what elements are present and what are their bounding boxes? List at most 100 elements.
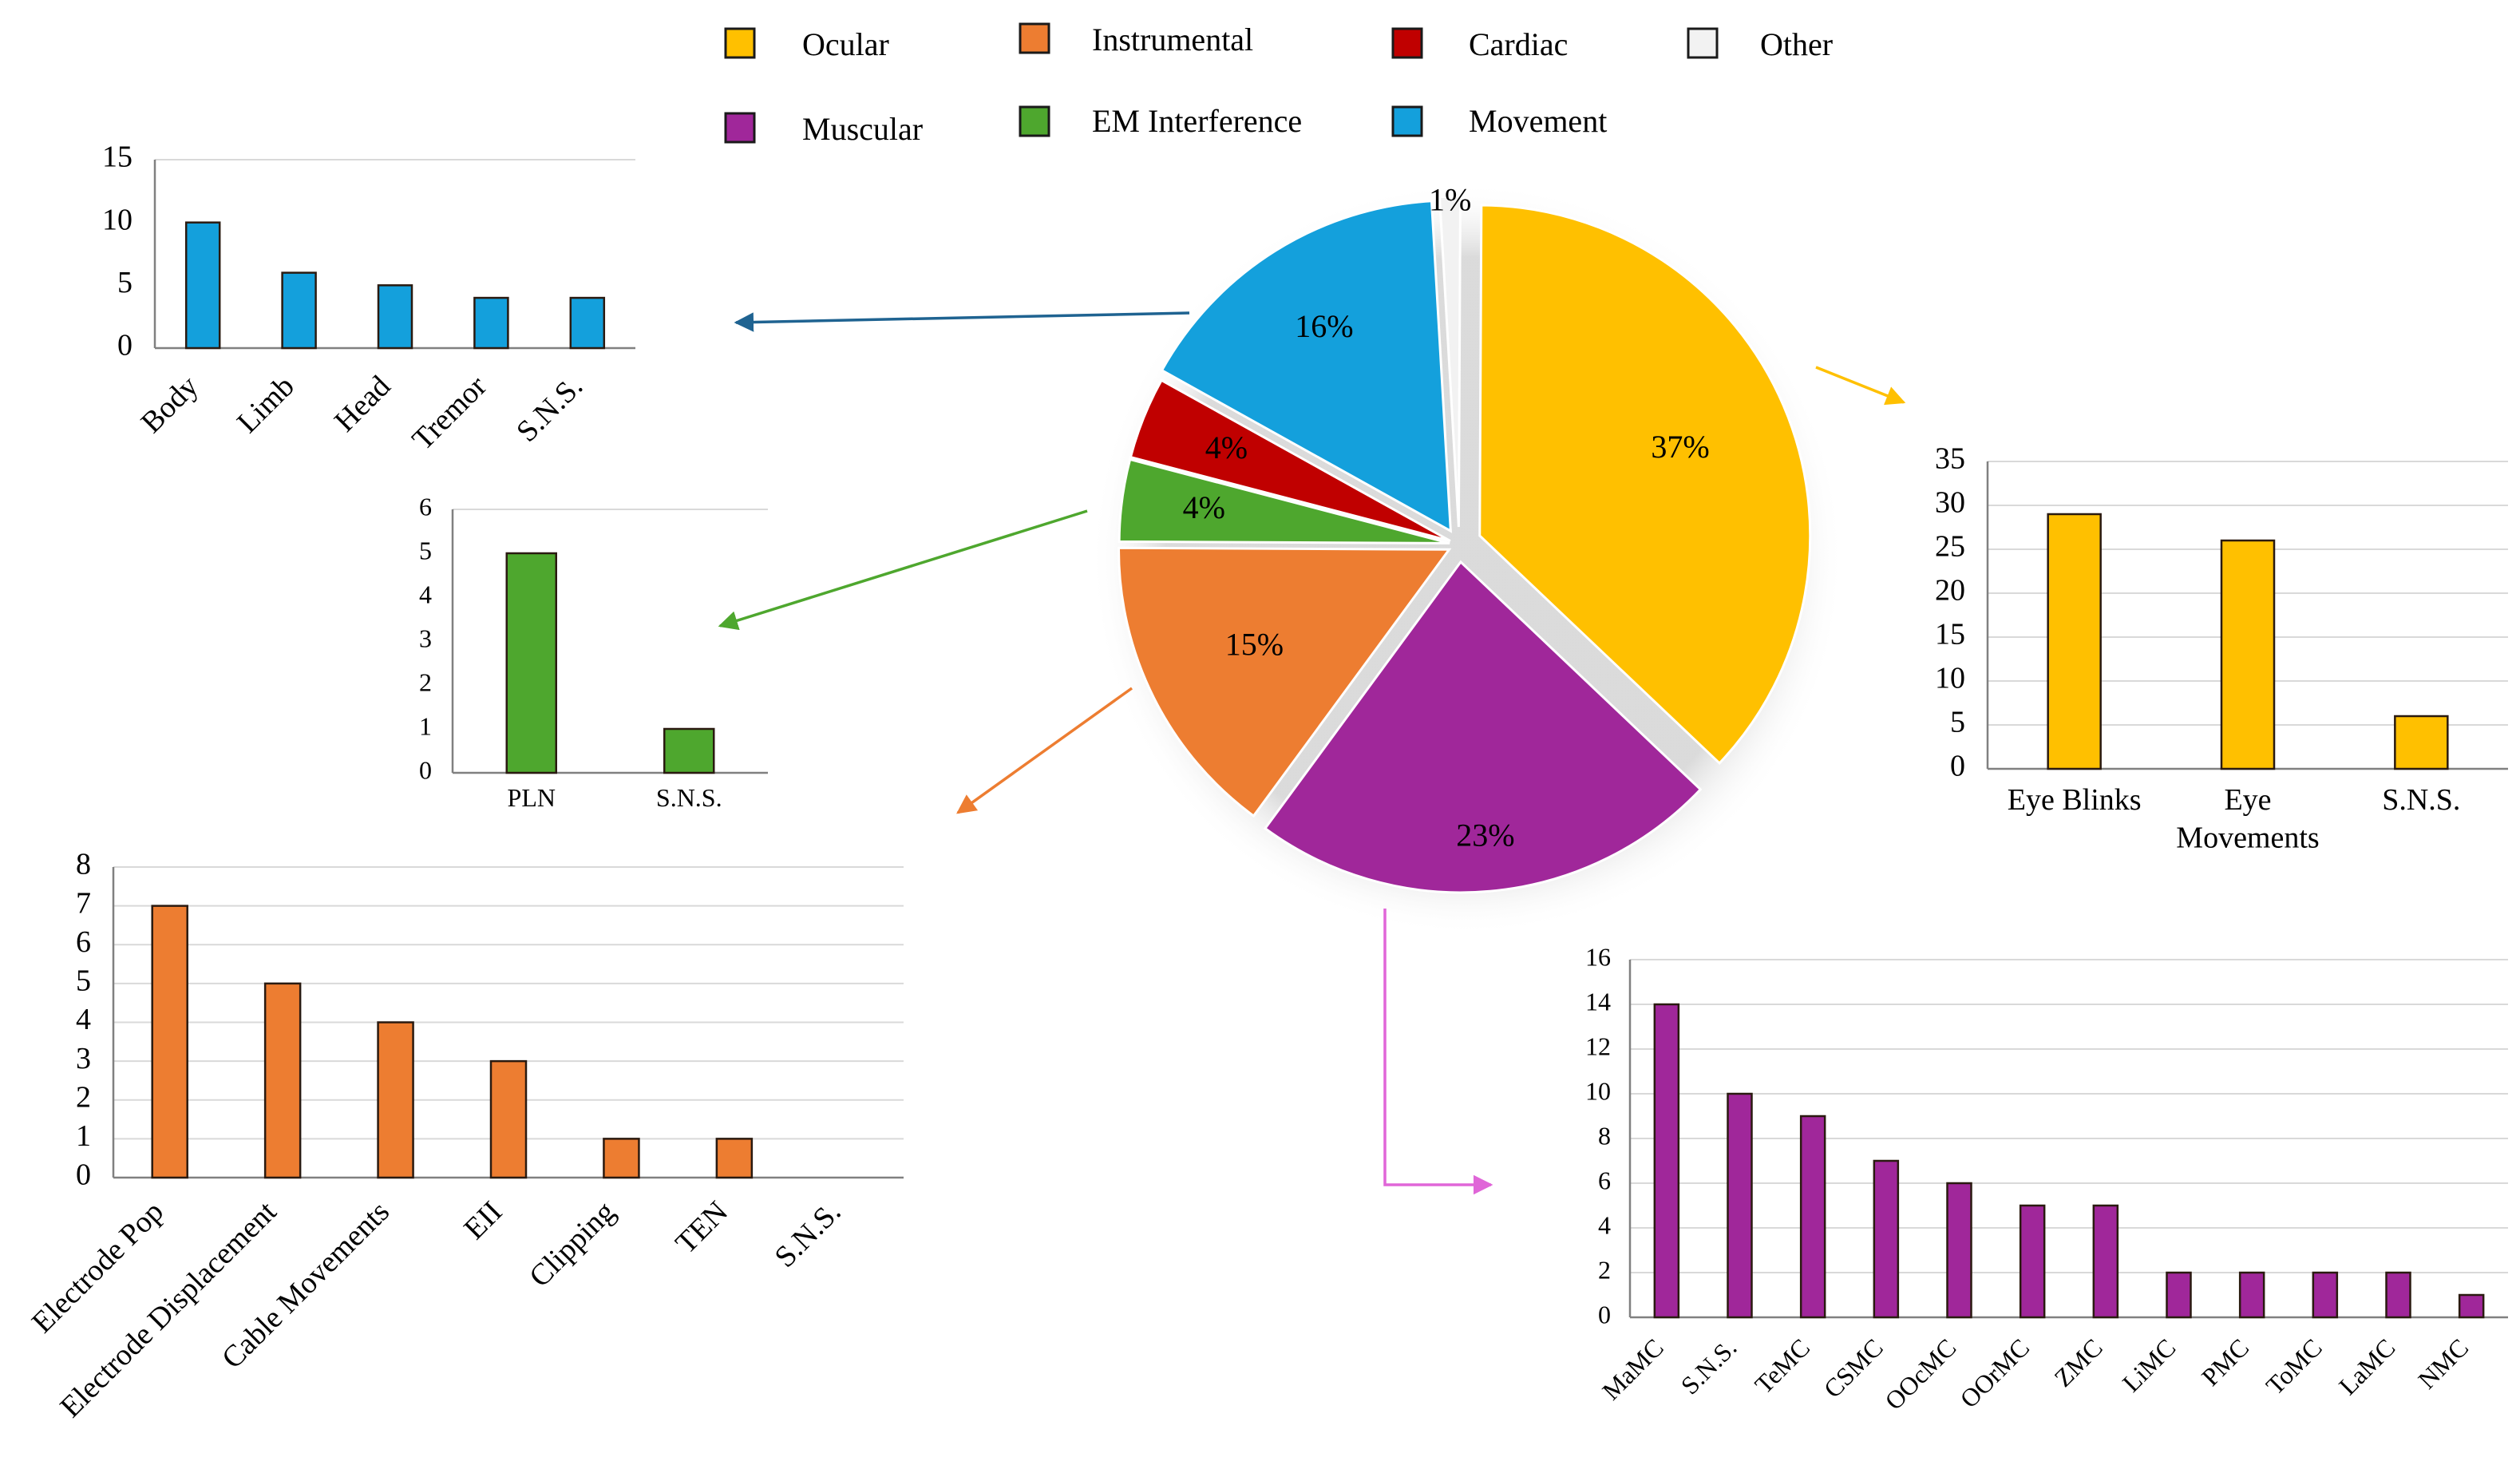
bar-temc — [1799, 1115, 1826, 1319]
bar-zmc — [2092, 1204, 2119, 1319]
pie-slice-muscular — [1263, 560, 1703, 894]
pie-slice-movement — [1160, 200, 1453, 533]
bar-electrode-pop — [151, 905, 188, 1179]
y-tick-label: 10 — [1585, 1076, 1611, 1105]
x-tick-label-zmc: ZMC — [2048, 1332, 2107, 1392]
bar-csmc — [1873, 1159, 1900, 1319]
y-tick-label: 7 — [76, 886, 91, 920]
x-tick-label-line: Movements — [2176, 822, 2319, 855]
x-tick-label-head: Head — [328, 370, 397, 438]
legend-swatch-ocular — [724, 27, 756, 59]
legend-label-em-interference: EM Interference — [1092, 103, 1302, 139]
legend-label-instrumental: Instrumental — [1092, 22, 1253, 57]
y-tick-label: 14 — [1585, 987, 1611, 1016]
pie-slice-ocular — [1478, 204, 1812, 766]
legend-swatch-muscular — [724, 112, 756, 144]
y-tick-label: 20 — [1935, 574, 1965, 608]
x-tick-label-lamc: LaMC — [2333, 1332, 2401, 1400]
y-tick-label: 6 — [76, 925, 91, 959]
y-tick-label: 2 — [76, 1080, 91, 1114]
pie-slice-instrumental — [1117, 546, 1452, 818]
y-tick-label: 8 — [76, 848, 91, 881]
bar-eii — [489, 1059, 528, 1179]
legend-swatch-instrumental — [1019, 22, 1050, 54]
legend-swatch-cardiac — [1391, 27, 1423, 59]
y-tick-label: 4 — [76, 1003, 91, 1036]
y-tick-label: 2 — [1598, 1255, 1611, 1284]
bar-head — [377, 284, 413, 350]
y-tick-label: 0 — [76, 1158, 91, 1192]
x-tick-label-tomc: ToMC — [2261, 1332, 2328, 1400]
y-tick-label: 35 — [1935, 442, 1965, 476]
x-tick-label-clipping: Clipping — [523, 1195, 622, 1294]
legend-label-ocular: Ocular — [802, 26, 889, 62]
y-tick-label: 5 — [419, 536, 432, 564]
x-tick-label-limc: LiMC — [2117, 1332, 2182, 1397]
bar-pmc — [2238, 1271, 2265, 1319]
bar-s-n-s — [663, 727, 715, 774]
x-tick-label-body: Body — [135, 370, 205, 440]
pie-label-other: 1% — [1429, 182, 1471, 218]
y-tick-label: 25 — [1935, 530, 1965, 564]
x-tick-label-s-n-s: S.N.S. — [1675, 1332, 1743, 1400]
y-tick-label: 5 — [1950, 706, 1965, 739]
muscular-bar-chart: 0 2 4 6 8 10 12 14 16 MaMC S.N.S. TeMC CSMCOOcMCOOrM… — [1585, 942, 2508, 1416]
pie-label-ocular: 37% — [1651, 429, 1709, 465]
y-tick-label: 4 — [419, 580, 432, 608]
x-tick-label-oocmc: OOcMC — [1879, 1332, 1961, 1415]
x-tick-label-ten: TEN — [669, 1195, 734, 1261]
legend-label-movement: Movement — [1469, 103, 1607, 139]
y-tick-label: 1 — [419, 711, 432, 740]
y-tick-label: 3 — [419, 624, 432, 652]
y-tick-label: 5 — [76, 964, 91, 998]
bar-oocmc — [1946, 1182, 1972, 1319]
pie-slice-em-interference — [1118, 457, 1450, 544]
y-tick-label: 16 — [1585, 942, 1611, 971]
y-tick-label: 3 — [76, 1042, 91, 1075]
x-tick-label-nmc: NMC — [2412, 1332, 2474, 1394]
pie-slice-cardiac — [1129, 378, 1451, 542]
pie-chart: 37% 23% 15% 4% 4% 16% 1% — [1090, 182, 1844, 936]
legend-label-muscular: Muscular — [802, 111, 923, 147]
bar-electrode-displacement — [263, 982, 302, 1179]
bar-eye-movements — [2220, 539, 2276, 770]
bar-eye-blinks — [2047, 513, 2102, 770]
bar-ten — [715, 1138, 754, 1179]
y-tick-label: 15 — [102, 141, 133, 174]
y-tick-label: 0 — [419, 755, 432, 784]
bar-limc — [2166, 1271, 2192, 1319]
y-tick-label: 1 — [76, 1119, 91, 1153]
x-tick-label-electrode-displacement: Electrode Displacement — [53, 1194, 283, 1423]
bar-mamc — [1653, 1003, 1680, 1319]
x-tick-label-line: PLN — [508, 783, 556, 812]
movement-bar-chart: 0 5 10 15 Body Limb Head Tremor S.N.S. — [102, 141, 635, 457]
bar-oormc — [2019, 1204, 2046, 1319]
legend: Ocular Instrumental Cardiac Other Muscular EM… — [724, 22, 1833, 147]
pie-label-cardiac: 4% — [1205, 430, 1248, 465]
connector-arrows — [718, 311, 1906, 1195]
y-tick-label: 5 — [117, 266, 133, 299]
x-tick-label-oormc: OOrMC — [1954, 1332, 2035, 1413]
y-tick-label: 15 — [1935, 618, 1965, 651]
y-tick-label: 0 — [1598, 1300, 1611, 1328]
bar-s-n-s — [569, 296, 606, 350]
x-tick-label-csmc: CSMC — [1818, 1332, 1888, 1403]
x-tick-label-s-n-s: S.N.S. — [769, 1195, 848, 1274]
x-tick-label-limb: Limb — [231, 370, 301, 440]
x-tick-label-line: Eye — [2224, 783, 2271, 817]
y-tick-label: 10 — [1935, 662, 1965, 695]
bar-clipping — [603, 1138, 640, 1179]
x-tick-label-line: Eye Blinks — [2008, 783, 2142, 817]
x-tick-label-temc: TeMC — [1749, 1332, 1815, 1399]
pie-label-em-interference: 4% — [1183, 489, 1225, 525]
y-tick-label: 6 — [419, 492, 432, 521]
ocular-bar-chart: 0 5 10 15 20 25 30 35 Eye Blinks Eye Movements S.N.… — [1935, 442, 2508, 855]
x-tick-label-mamc: MaMC — [1596, 1332, 1669, 1405]
pie-label-instrumental: 15% — [1225, 626, 1284, 662]
y-tick-label: 0 — [1950, 750, 1965, 783]
bar-body — [184, 221, 221, 350]
arrow-movement — [734, 311, 1190, 332]
bar-nmc — [2458, 1293, 2485, 1319]
y-tick-label: 2 — [419, 667, 432, 696]
